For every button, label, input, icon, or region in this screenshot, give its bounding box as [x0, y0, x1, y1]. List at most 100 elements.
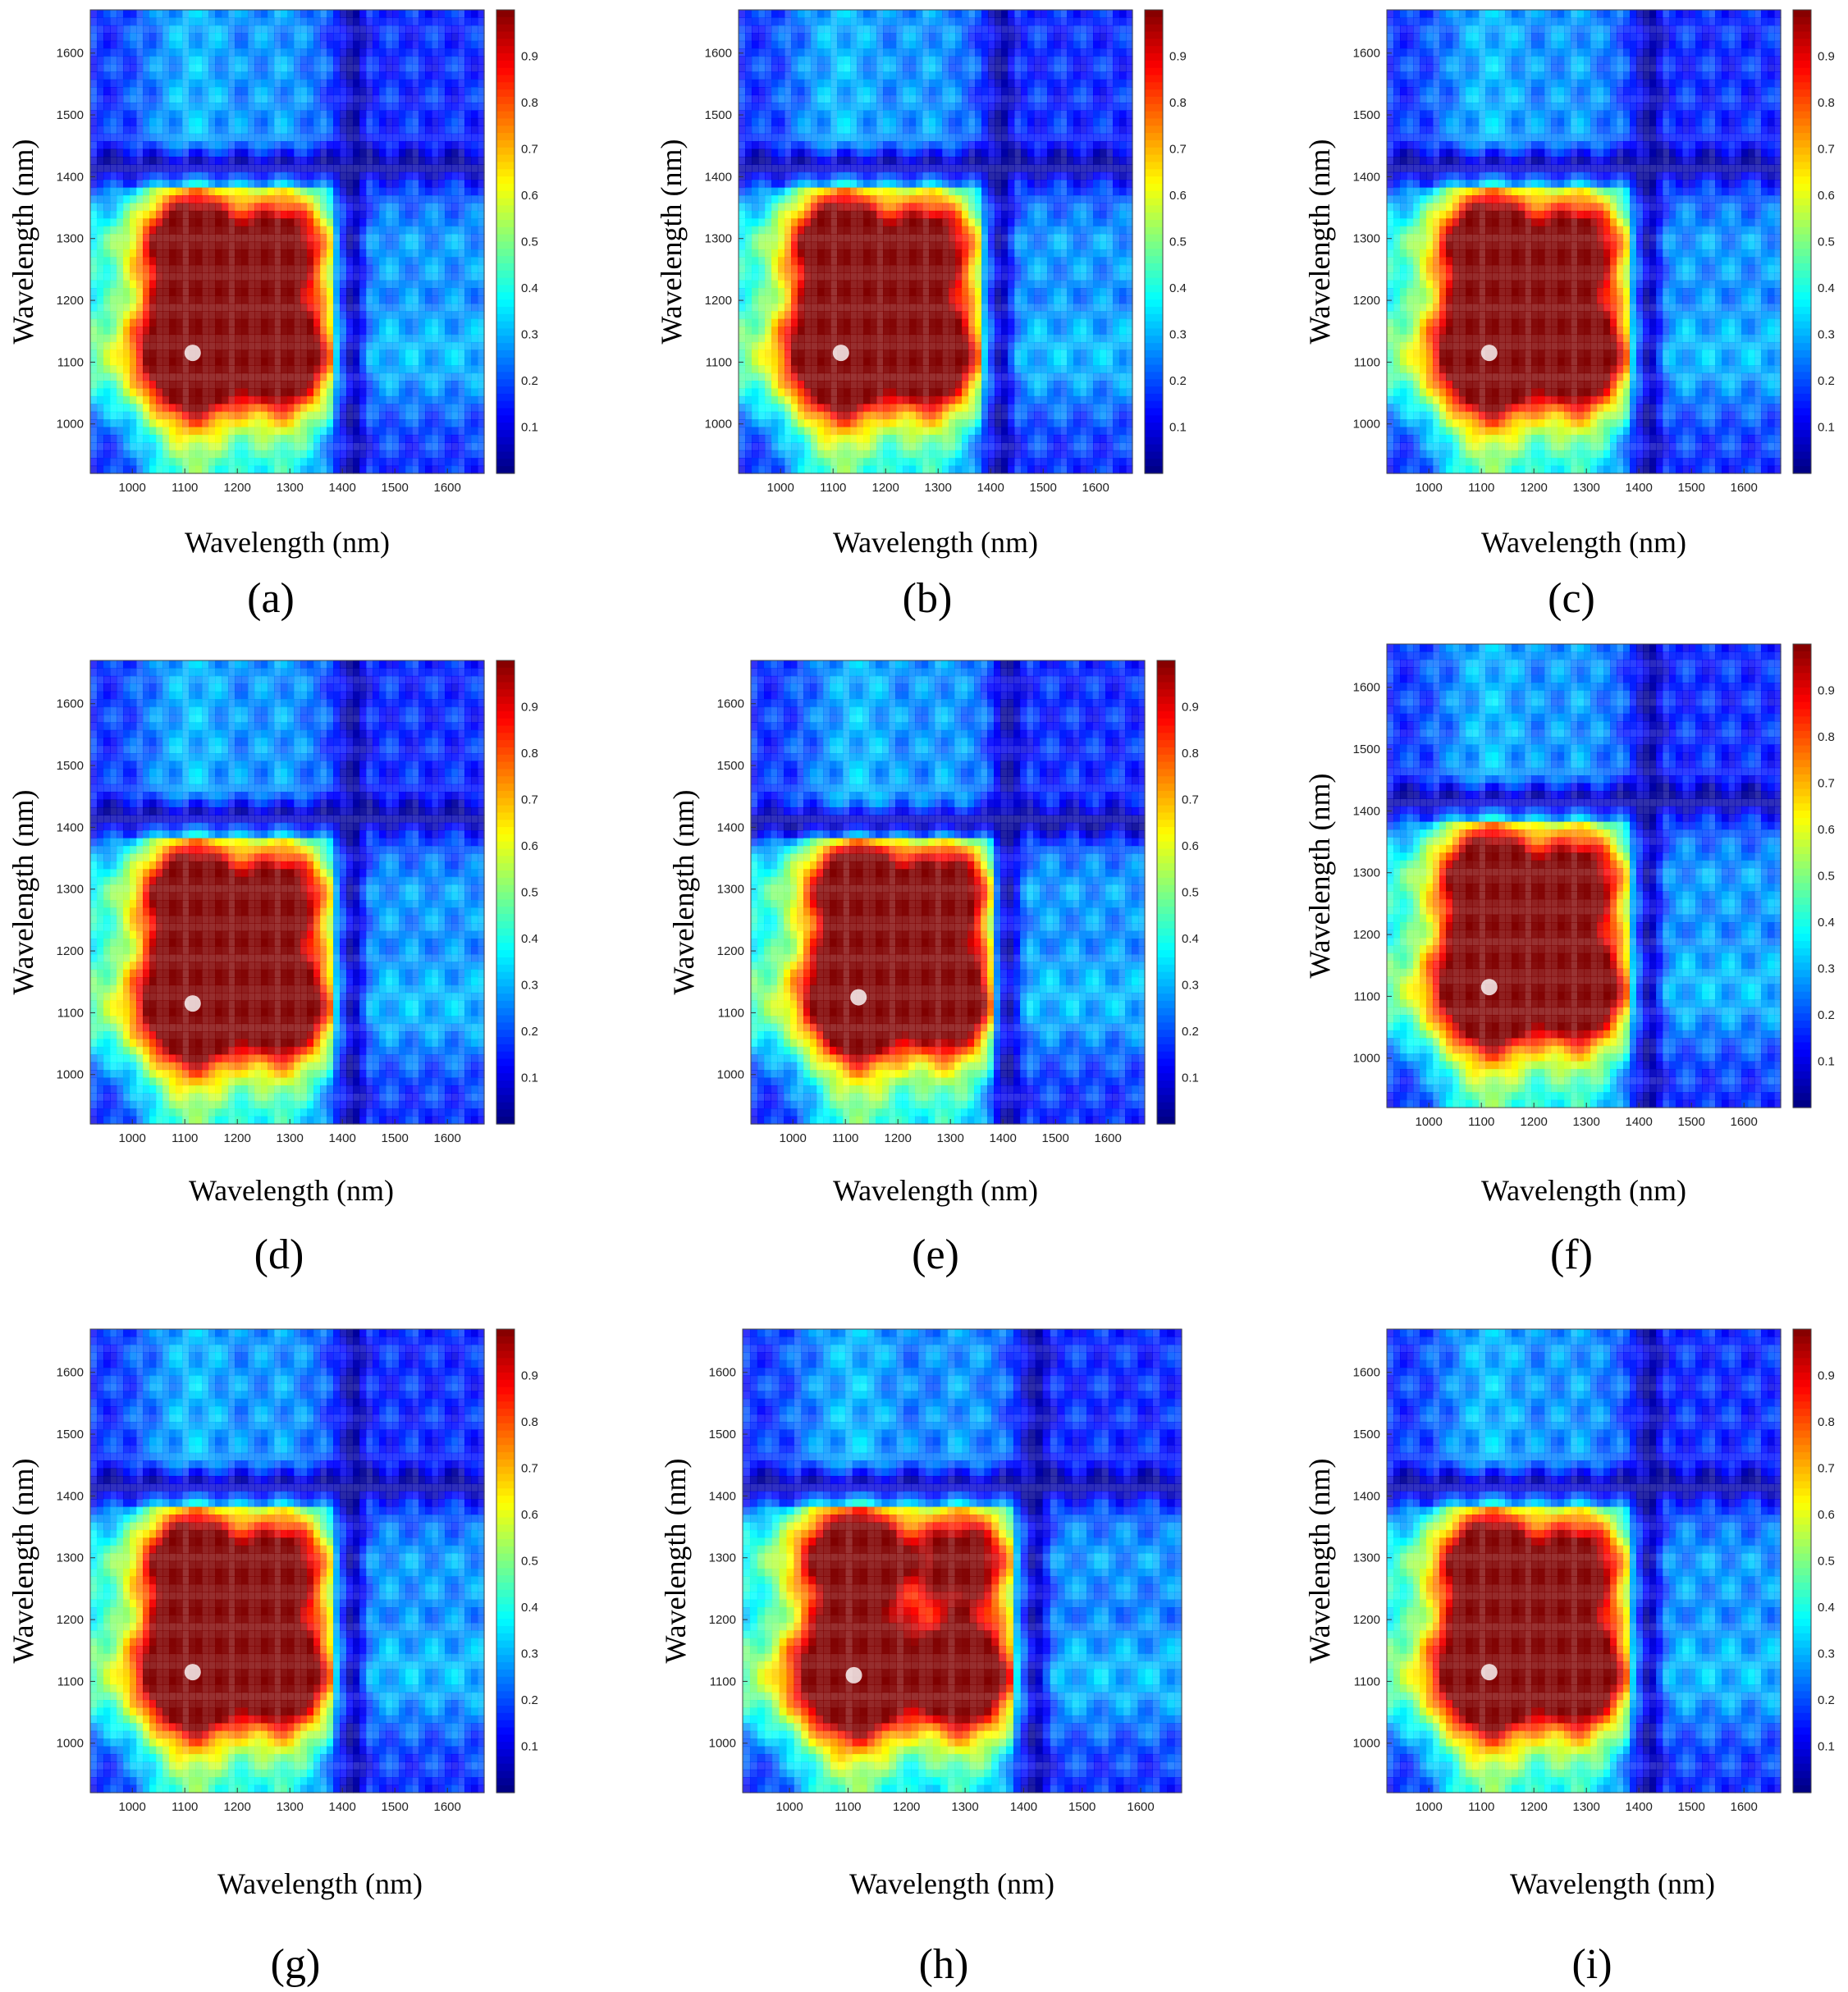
heatmap-cell — [300, 110, 308, 119]
heatmap-cell — [222, 264, 229, 273]
heatmap-cell — [162, 427, 170, 436]
heatmap-cell — [765, 195, 772, 204]
heatmap-cell — [432, 133, 439, 142]
heatmap-cell — [149, 87, 157, 96]
heatmap-cell — [438, 40, 446, 49]
heatmap-cell — [804, 71, 812, 80]
heatmap-cell — [752, 404, 759, 413]
heatmap-cell — [241, 33, 249, 42]
heatmap-cell — [784, 381, 792, 390]
heatmap-cell — [307, 257, 314, 266]
heatmap-cell — [824, 288, 831, 297]
heatmap-cell — [824, 164, 831, 173]
heatmap-cell — [235, 103, 242, 112]
heatmap-cell — [804, 257, 812, 266]
heatmap-cell — [870, 458, 877, 467]
heatmap-cell — [281, 327, 288, 336]
heatmap-cell — [778, 264, 785, 273]
heatmap-cell — [228, 63, 236, 72]
heatmap-cell — [432, 318, 439, 327]
heatmap-cell — [432, 257, 439, 266]
heatmap-cell — [320, 249, 327, 258]
heatmap-cell — [778, 203, 785, 212]
heatmap-cell — [333, 241, 341, 250]
heatmap-cell — [386, 103, 393, 112]
heatmap-cell — [419, 395, 426, 404]
heatmap-cell — [784, 465, 792, 474]
heatmap-cell — [281, 33, 288, 42]
heatmap-cell — [830, 334, 838, 343]
heatmap-cell — [405, 241, 413, 250]
heatmap-cell — [123, 218, 130, 227]
heatmap-cell — [235, 48, 242, 57]
heatmap-cell — [103, 187, 111, 196]
heatmap-cell — [189, 465, 196, 474]
heatmap-cell — [320, 156, 327, 165]
heatmap-cell — [419, 357, 426, 366]
heatmap-cell — [850, 272, 858, 281]
heatmap-cell — [817, 17, 825, 26]
heatmap-cell — [281, 133, 288, 142]
heatmap-cell — [123, 126, 130, 135]
heatmap-cell — [778, 318, 785, 327]
heatmap-cell — [130, 133, 137, 142]
heatmap-cell — [215, 327, 222, 336]
heatmap-cell — [817, 210, 825, 219]
heatmap-cell — [373, 450, 380, 459]
heatmap-cell — [857, 141, 864, 150]
heatmap-cell — [241, 365, 249, 374]
heatmap-cell — [870, 87, 877, 96]
heatmap-cell — [752, 71, 759, 80]
heatmap-cell — [771, 117, 779, 126]
heatmap-cell — [136, 388, 144, 397]
heatmap-cell — [419, 419, 426, 428]
heatmap-cell — [850, 357, 858, 366]
heatmap-cell — [195, 334, 203, 343]
heatmap-cell — [451, 10, 459, 19]
heatmap-cell — [320, 87, 327, 96]
heatmap-cell — [386, 288, 393, 297]
heatmap-cell — [386, 272, 393, 281]
heatmap-cell — [386, 381, 393, 390]
heatmap-cell — [294, 365, 301, 374]
heatmap-cell — [399, 164, 406, 173]
heatmap-cell — [261, 372, 268, 381]
heatmap-cell — [791, 434, 798, 443]
heatmap-cell — [189, 372, 196, 381]
heatmap-cell — [373, 442, 380, 451]
heatmap-cell — [143, 395, 150, 404]
heatmap-cell — [340, 365, 347, 374]
heatmap-cell — [784, 318, 792, 327]
heatmap-cell — [419, 187, 426, 196]
heatmap-cell — [130, 411, 137, 420]
heatmap-cell — [320, 94, 327, 103]
heatmap-cell — [143, 180, 150, 189]
heatmap-cell — [876, 33, 884, 42]
heatmap-cell — [464, 117, 472, 126]
heatmap-cell — [254, 288, 262, 297]
heatmap-cell — [176, 226, 183, 235]
heatmap-cell — [202, 395, 209, 404]
heatmap-cell — [333, 133, 341, 142]
heatmap-cell — [791, 388, 798, 397]
heatmap-cell — [778, 226, 785, 235]
heatmap-cell — [294, 218, 301, 227]
heatmap-cell — [346, 427, 354, 436]
heatmap-cell — [830, 341, 838, 350]
heatmap-cell — [451, 465, 459, 474]
heatmap-cell — [405, 148, 413, 158]
heatmap-cell — [837, 434, 844, 443]
heatmap-cell — [241, 71, 249, 80]
heatmap-cell — [791, 288, 798, 297]
heatmap-cell — [123, 48, 130, 57]
heatmap-cell — [745, 381, 752, 390]
heatmap-cell — [346, 303, 354, 312]
heatmap-cell — [739, 71, 746, 80]
heatmap-cell — [208, 10, 216, 19]
heatmap-cell — [366, 56, 373, 65]
heatmap-cell — [445, 311, 452, 320]
heatmap-cell — [346, 180, 354, 189]
heatmap-cell — [176, 327, 183, 336]
heatmap-cell — [195, 148, 203, 158]
heatmap-cell — [804, 33, 812, 42]
